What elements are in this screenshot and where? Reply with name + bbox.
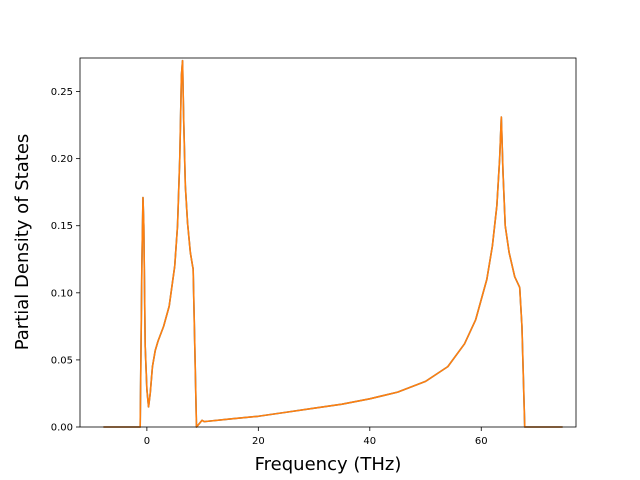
y-tick-label: 0.20 (51, 154, 73, 165)
x-tick-label: 40 (363, 436, 376, 447)
y-axis-ticks: 0.00 0.05 0.10 0.15 0.20 0.25 (51, 87, 80, 434)
y-tick-label: 0.25 (51, 87, 73, 98)
y-axis-label: Partial Density of States (12, 134, 33, 351)
series-layer (103, 59, 563, 428)
y-tick-label: 0.00 (51, 423, 73, 434)
plot-area-frame (79, 57, 577, 428)
x-tick-label: 60 (475, 436, 488, 447)
x-tick-label: 0 (144, 436, 150, 447)
y-tick-label: 0.10 (51, 288, 73, 299)
series-line-1 (103, 59, 563, 428)
x-axis-ticks: 0 20 40 60 (144, 427, 488, 447)
series-line-2 (103, 59, 563, 428)
x-axis-label: Frequency (THz) (255, 454, 402, 475)
y-tick-label: 0.15 (51, 221, 73, 232)
y-tick-label: 0.05 (51, 355, 73, 366)
x-tick-label: 20 (252, 436, 265, 447)
